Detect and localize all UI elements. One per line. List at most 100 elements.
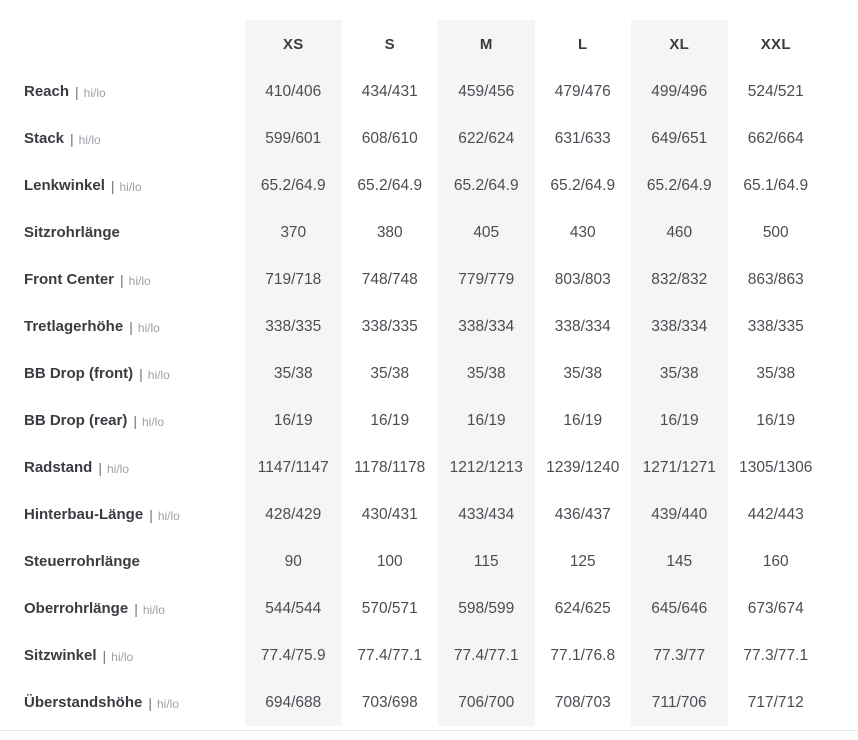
spec-value-cell: 570/571 <box>361 599 418 617</box>
label-separator: | <box>149 506 153 523</box>
spec-value-cell: 338/334 <box>554 317 611 335</box>
spec-row: Steuerrohrlänge 90 100 115 125 145 160 <box>0 538 824 585</box>
spec-value-cell: 649/651 <box>631 115 728 162</box>
spec-value-cell: 1178/1178 <box>354 458 426 476</box>
spec-value-cell: 434/431 <box>361 82 418 100</box>
spec-value-cell: 65.2/64.9 <box>245 162 342 209</box>
label-separator: | <box>75 83 79 100</box>
header-label-spacer <box>0 20 245 68</box>
spec-value-cell: 832/832 <box>631 256 728 303</box>
spec-value-cell: 16/19 <box>438 397 535 444</box>
label-separator: | <box>110 177 115 194</box>
geometry-table: XS S M L XL XXL Reach | hi/lo 410/406 434/431 459/4… <box>0 20 824 726</box>
spec-value-cell: 410/406 <box>245 68 342 115</box>
spec-value-cell: 524/521 <box>747 82 804 100</box>
label-separator: | <box>120 271 124 288</box>
spec-value-cell: 439/440 <box>631 491 728 538</box>
spec-label-cell: Sitzwinkel | hi/lo <box>0 632 245 679</box>
label-separator: | <box>148 694 152 711</box>
spec-value-cell: 77.1/76.8 <box>550 646 616 664</box>
spec-label-cell: BB Drop (rear) | hi/lo <box>0 397 245 444</box>
spec-value-cell: 338/334 <box>438 303 535 350</box>
bottom-divider <box>0 730 858 731</box>
spec-label-cell: Steuerrohrlänge <box>0 538 245 585</box>
size-column-header: XL <box>631 20 728 68</box>
spec-value-cell: 65.2/64.9 <box>357 176 423 194</box>
spec-value-cell: 77.4/77.1 <box>357 646 423 664</box>
spec-value-cell: 1239/1240 <box>546 458 620 476</box>
spec-label: BB Drop (front) <box>24 365 134 382</box>
hi-lo-sublabel: hi/lo <box>157 696 180 711</box>
spec-value-cell: 65.1/64.9 <box>743 176 809 194</box>
spec-value-cell: 662/664 <box>747 129 804 147</box>
hi-lo-sublabel: hi/lo <box>137 320 160 335</box>
spec-value-cell: 1212/1213 <box>438 444 535 491</box>
spec-value-cell: 16/19 <box>631 397 728 444</box>
spec-value-cell: 338/335 <box>747 317 804 335</box>
spec-value-cell: 598/599 <box>438 585 535 632</box>
spec-value-cell: 673/674 <box>747 599 804 617</box>
hi-lo-sublabel: hi/lo <box>83 85 106 100</box>
size-column-header: XS <box>245 20 342 68</box>
spec-value-cell: 65.2/64.9 <box>438 162 535 209</box>
spec-value-cell: 338/335 <box>361 317 418 335</box>
spec-value-cell: 1271/1271 <box>631 444 728 491</box>
spec-row: BB Drop (front) | hi/lo 35/38 35/38 35/38 35/3… <box>0 350 824 397</box>
spec-label: BB Drop (rear) <box>24 412 128 429</box>
spec-row: Sitzwinkel | hi/lo 77.4/75.9 77.4/77.1 77.4/7… <box>0 632 824 679</box>
label-separator: | <box>139 365 143 382</box>
spec-label: Sitzwinkel <box>24 647 97 664</box>
spec-value-cell: 703/698 <box>361 693 418 711</box>
spec-value-cell: 624/625 <box>554 599 611 617</box>
spec-label-cell: Reach | hi/lo <box>0 68 245 115</box>
spec-value-cell: 436/437 <box>554 505 611 523</box>
spec-value-cell: 65.2/64.9 <box>550 176 616 194</box>
spec-label: Oberrohrlänge <box>24 600 129 617</box>
spec-row: Radstand | hi/lo 1147/1147 1178/1178 1212/121… <box>0 444 824 491</box>
table-header-row: XS S M L XL XXL <box>0 20 824 68</box>
hi-lo-sublabel: hi/lo <box>119 179 142 194</box>
spec-value-cell: 77.3/77 <box>631 632 728 679</box>
spec-label: Reach <box>24 83 70 100</box>
spec-value-cell: 77.3/77.1 <box>743 646 809 664</box>
spec-value-cell: 35/38 <box>631 350 728 397</box>
spec-value-cell: 863/863 <box>747 270 804 288</box>
hi-lo-sublabel: hi/lo <box>78 132 101 147</box>
spec-value-cell: 380 <box>376 223 403 241</box>
spec-value-cell: 645/646 <box>631 585 728 632</box>
spec-value-cell: 717/712 <box>747 693 804 711</box>
spec-label: Radstand <box>24 459 93 476</box>
hi-lo-sublabel: hi/lo <box>111 649 134 664</box>
spec-label-cell: Überstandshöhe | hi/lo <box>0 679 245 726</box>
spec-value-cell: 77.4/75.9 <box>245 632 342 679</box>
spec-value-cell: 442/443 <box>747 505 804 523</box>
spec-value-cell: 338/335 <box>245 303 342 350</box>
spec-value-cell: 430 <box>569 223 596 241</box>
spec-value-cell: 719/718 <box>245 256 342 303</box>
spec-value-cell: 544/544 <box>245 585 342 632</box>
size-column-header: L <box>578 35 588 53</box>
spec-value-cell: 631/633 <box>554 129 611 147</box>
spec-value-cell: 77.4/77.1 <box>438 632 535 679</box>
spec-label-cell: Sitzrohrlänge <box>0 209 245 256</box>
spec-row: Überstandshöhe | hi/lo 694/688 703/698 706/70… <box>0 679 824 726</box>
hi-lo-sublabel: hi/lo <box>128 273 151 288</box>
spec-label: Front Center <box>24 271 114 288</box>
spec-value-cell: 803/803 <box>554 270 611 288</box>
spec-row: Oberrohrlänge | hi/lo 544/544 570/571 598/599… <box>0 585 824 632</box>
spec-row: Lenkwinkel | hi/lo 65.2/64.9 65.2/64.9 65.2/6… <box>0 162 824 209</box>
hi-lo-sublabel: hi/lo <box>147 367 170 382</box>
spec-value-cell: 500 <box>762 223 789 241</box>
spec-value-cell: 479/476 <box>554 82 611 100</box>
spec-value-cell: 433/434 <box>438 491 535 538</box>
spec-value-cell: 160 <box>762 552 789 570</box>
spec-value-cell: 16/19 <box>370 411 410 429</box>
spec-label-cell: Stack | hi/lo <box>0 115 245 162</box>
spec-value-cell: 622/624 <box>438 115 535 162</box>
spec-label: Überstandshöhe <box>24 694 143 711</box>
label-separator: | <box>129 318 133 335</box>
spec-value-cell: 35/38 <box>245 350 342 397</box>
spec-value-cell: 90 <box>245 538 342 585</box>
spec-row: Tretlagerhöhe | hi/lo 338/335 338/335 338/334… <box>0 303 824 350</box>
